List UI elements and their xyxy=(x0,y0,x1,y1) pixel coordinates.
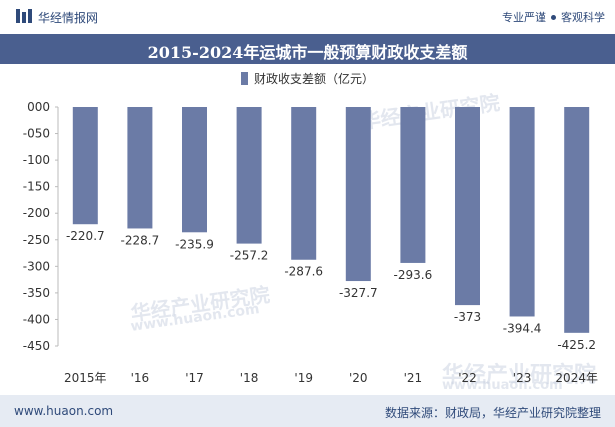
bar xyxy=(182,107,207,233)
data-label: -257.2 xyxy=(230,249,269,263)
x-tick-label: 2015年 xyxy=(64,371,107,385)
data-label-bg xyxy=(116,233,163,249)
data-label-bg xyxy=(451,310,484,326)
top-bar: 华经情报网 专业严谨 客观科学 xyxy=(0,0,615,34)
y-tick-label: -250 xyxy=(23,233,50,247)
data-label: -394.4 xyxy=(503,321,542,335)
data-label: -327.7 xyxy=(339,286,378,300)
x-tick-label: '22 xyxy=(458,371,477,385)
brand-name: 华经情报网 xyxy=(38,11,99,25)
bar xyxy=(291,107,317,260)
bar xyxy=(509,107,535,317)
x-tick-label: 2024年 xyxy=(555,371,598,385)
bar-chart: 000 -050 -100 -150 -200 -250 -300 -350 -400 -450 -… xyxy=(23,100,600,385)
legend-swatch xyxy=(240,72,248,85)
y-tick-label: -200 xyxy=(23,206,50,220)
data-label: -373 xyxy=(454,310,481,324)
bar xyxy=(127,107,153,229)
bar xyxy=(564,107,590,333)
data-label-bg xyxy=(226,248,273,264)
x-tick-label: '21 xyxy=(404,371,423,385)
tagline-right: 客观科学 xyxy=(561,11,605,24)
title-bar: 2015-2024年运城市一般预算财政收支差额 xyxy=(0,34,615,64)
tagline: 专业严谨 客观科学 xyxy=(502,9,605,25)
data-label: -425.2 xyxy=(557,338,596,352)
logo-icon xyxy=(16,9,32,23)
x-tick-label: '23 xyxy=(513,371,532,385)
data-label: -220.7 xyxy=(66,229,105,243)
y-tick-label: -300 xyxy=(23,259,50,273)
footer-url[interactable]: www.huaon.com xyxy=(14,404,114,418)
y-tick-label: -100 xyxy=(23,153,50,167)
y-tick-label: -400 xyxy=(23,312,50,326)
bar xyxy=(345,107,371,282)
x-tick-label: '18 xyxy=(240,371,259,385)
data-source: 数据来源：财政局，华经产业研究院整理 xyxy=(384,406,601,420)
x-tick-label: '19 xyxy=(294,371,313,385)
legend: 财政收支差额（亿元） xyxy=(0,70,615,87)
data-label-bg xyxy=(280,264,327,280)
separator-dot-icon xyxy=(551,14,556,20)
data-label-bg xyxy=(499,321,546,337)
data-label-bg xyxy=(62,229,109,245)
x-tick-label: '17 xyxy=(185,371,204,385)
data-label: -228.7 xyxy=(121,233,160,247)
data-label-bg xyxy=(335,286,382,302)
x-tick-label: '16 xyxy=(131,371,150,385)
data-label: -287.6 xyxy=(284,265,323,279)
tagline-left: 专业严谨 xyxy=(502,11,546,24)
data-label-bg xyxy=(553,337,600,353)
legend-label: 财政收支差额（亿元） xyxy=(253,72,374,86)
y-tick-label: -050 xyxy=(23,127,50,141)
y-tick-label: -350 xyxy=(23,286,50,300)
bar xyxy=(400,107,426,263)
data-label: -235.9 xyxy=(175,237,214,251)
y-tick-label: -150 xyxy=(23,180,50,194)
data-label-bg xyxy=(389,267,436,283)
data-label-bg xyxy=(171,237,218,253)
bar xyxy=(72,107,98,225)
y-tick-label: 000 xyxy=(27,100,50,114)
bar xyxy=(455,107,480,306)
footer: www.huaon.com 数据来源：财政局，华经产业研究院整理 xyxy=(0,395,615,427)
x-tick-label: '20 xyxy=(349,371,368,385)
bar xyxy=(236,107,262,244)
y-tick-label: -450 xyxy=(23,339,50,353)
chart-title: 2015-2024年运城市一般预算财政收支差额 xyxy=(147,43,468,62)
data-label: -293.6 xyxy=(394,268,433,282)
